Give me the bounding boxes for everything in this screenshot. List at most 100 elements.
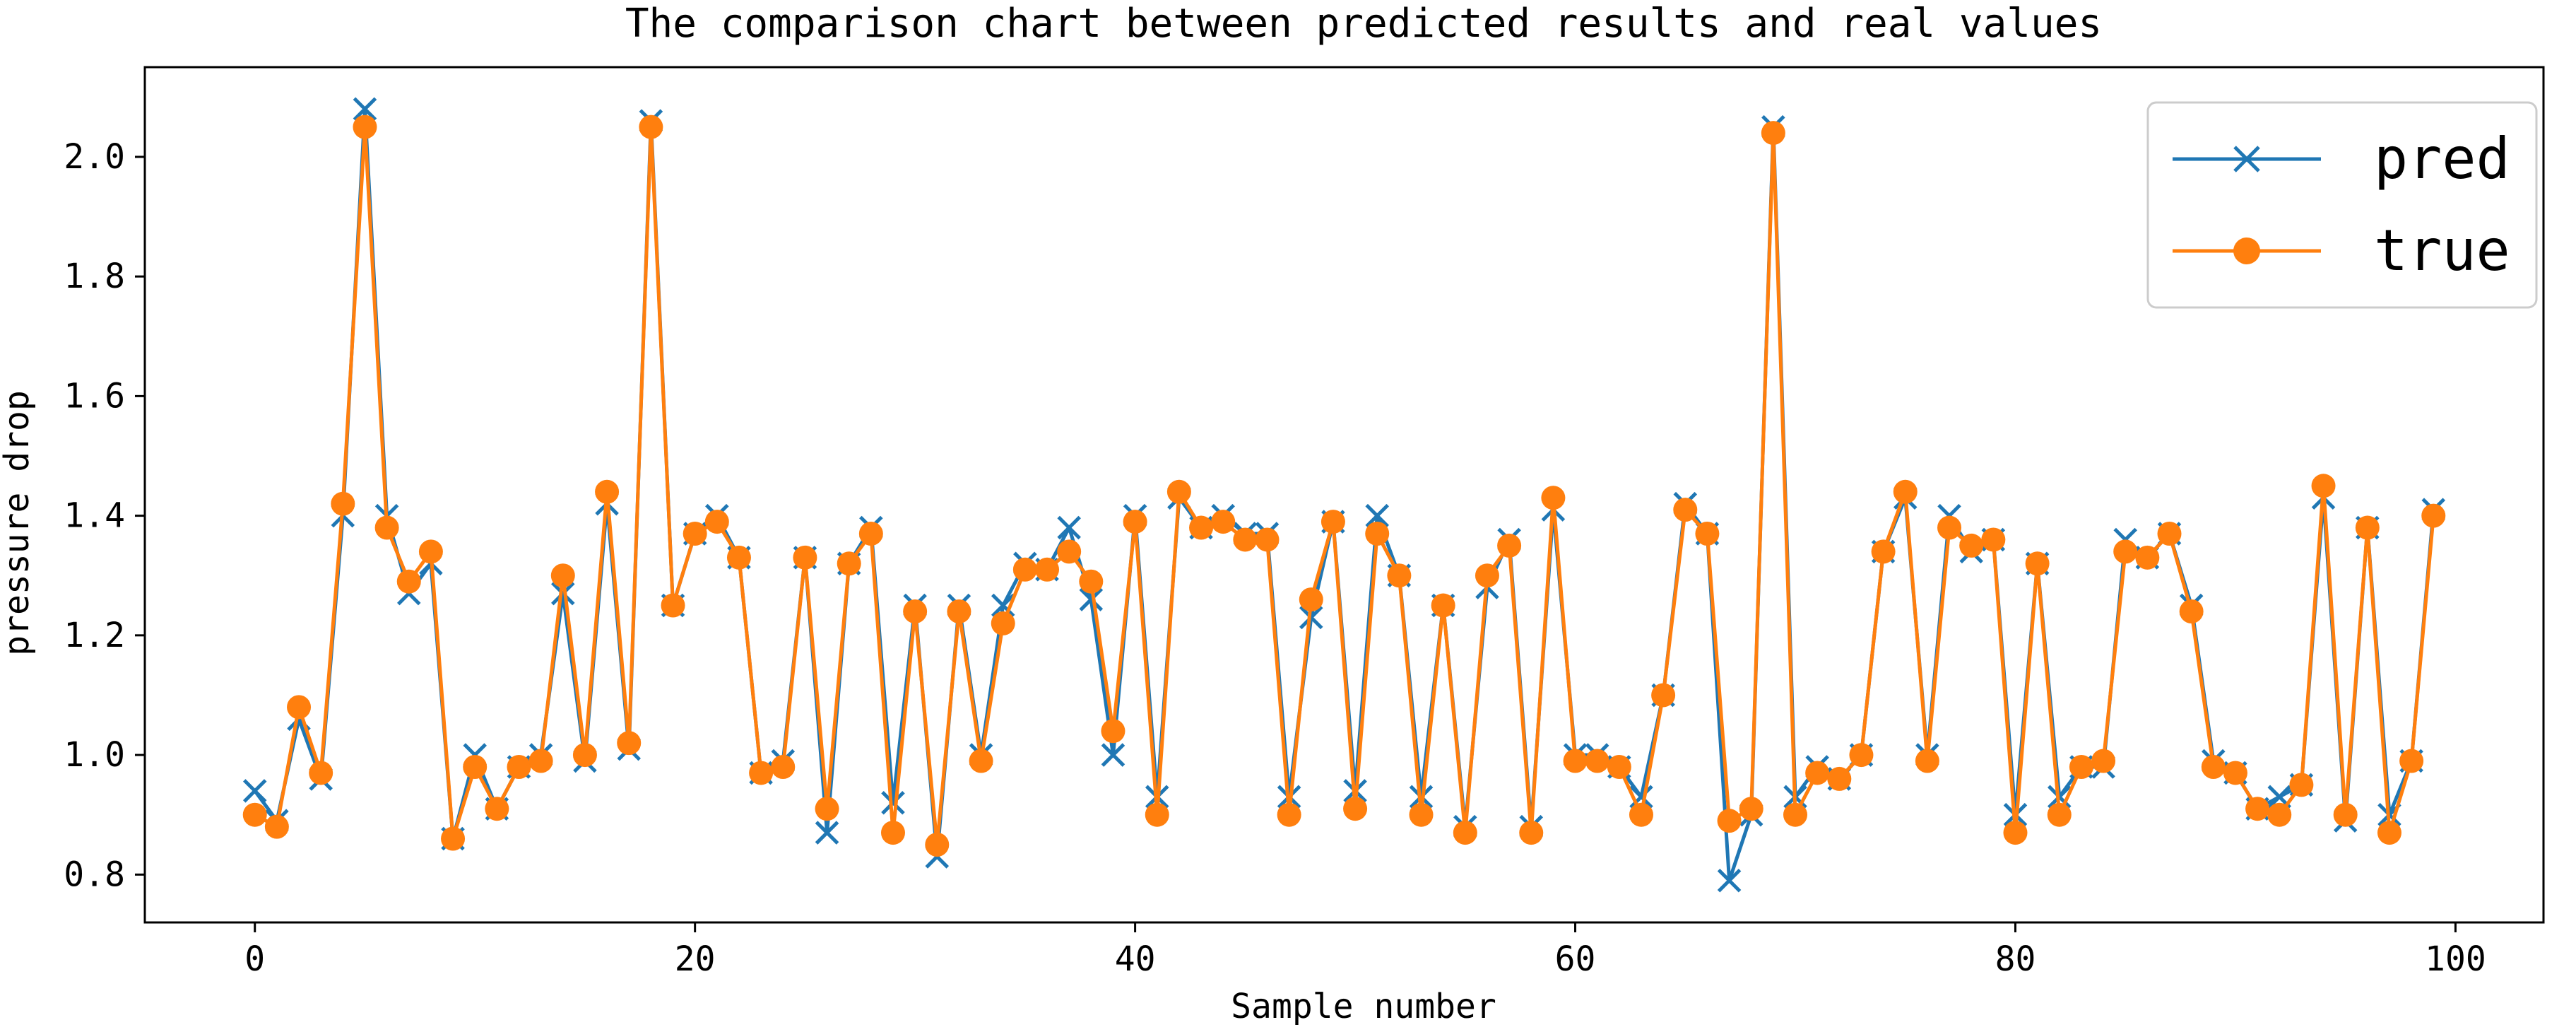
data-point-pred: [242, 779, 267, 803]
data-point-true: [1783, 802, 1808, 827]
data-point-pred: [881, 791, 905, 815]
data-point-true: [1453, 821, 1477, 845]
y-tick-label: 1.0: [64, 735, 125, 775]
data-point-true: [1981, 527, 2006, 552]
data-point-true: [1189, 515, 1214, 540]
data-point-true: [353, 115, 377, 139]
y-axis-label: pressure drop: [0, 390, 37, 656]
data-point-true: [264, 814, 289, 839]
y-tick-label: 0.8: [64, 855, 125, 894]
data-point-true: [2003, 821, 2028, 845]
data-point-true: [572, 743, 597, 768]
y-tick-label: 1.6: [64, 376, 125, 416]
data-point-true: [815, 797, 839, 821]
data-point-pred: [1079, 587, 1104, 611]
data-point-true: [485, 797, 509, 821]
data-point-true: [1937, 515, 1962, 540]
data-point-true: [396, 569, 421, 594]
data-point-true: [1893, 479, 1918, 504]
data-point-true: [1299, 587, 1323, 612]
data-point-true: [1959, 533, 1984, 558]
legend-label-true: true: [2374, 218, 2510, 283]
data-point-true: [1365, 522, 1390, 546]
data-point-true: [925, 833, 950, 857]
data-point-true: [1563, 749, 1588, 773]
data-point-true: [1475, 563, 1499, 588]
data-point-true: [2157, 522, 2182, 546]
legend: pred true: [2146, 101, 2538, 309]
data-point-true: [2179, 599, 2204, 623]
data-point-true: [1057, 539, 1082, 564]
data-point-true: [617, 731, 642, 756]
data-point-true: [1761, 121, 1785, 146]
data-point-true: [903, 599, 928, 623]
data-point-pred: [1365, 503, 1389, 528]
data-point-true: [2333, 802, 2358, 827]
data-point-true: [507, 755, 531, 779]
data-point-true: [2289, 773, 2314, 797]
data-point-true: [1651, 683, 1676, 708]
data-point-true: [2311, 474, 2336, 498]
data-point-true: [2421, 503, 2446, 528]
data-point-true: [1277, 802, 1301, 827]
data-point-true: [683, 522, 707, 546]
data-point-true: [837, 551, 861, 576]
x-tick-label: 100: [2425, 939, 2486, 979]
x-tick-label: 80: [1995, 939, 2036, 979]
data-point-true: [726, 545, 751, 570]
data-point-true: [528, 749, 553, 773]
data-point-true: [550, 563, 575, 588]
data-point-true: [793, 545, 817, 570]
data-point-true: [1035, 557, 1060, 582]
y-tick-label: 2.0: [64, 137, 125, 177]
x-tick-label: 20: [675, 939, 716, 979]
data-point-true: [771, 755, 796, 779]
data-point-true: [1409, 802, 1434, 827]
data-point-pred: [551, 581, 575, 606]
data-point-true: [991, 611, 1015, 635]
data-point-true: [2091, 749, 2116, 773]
data-point-true: [1012, 557, 1037, 582]
data-point-true: [595, 479, 620, 504]
data-point-true: [1629, 802, 1653, 827]
data-point-true: [1211, 510, 1236, 534]
legend-marker-true: [2233, 238, 2260, 264]
data-point-true: [2223, 761, 2247, 785]
data-point-true: [2135, 545, 2160, 570]
data-point-true: [880, 821, 905, 845]
data-point-true: [704, 510, 729, 534]
data-point-true: [1871, 539, 1896, 564]
data-point-true: [2047, 802, 2072, 827]
data-point-true: [1123, 510, 1147, 534]
data-point-true: [969, 749, 993, 773]
data-point-true: [2245, 797, 2270, 821]
data-point-true: [1079, 569, 1104, 594]
data-point-true: [1827, 766, 1852, 791]
data-point-true: [1321, 510, 1345, 534]
x-axis-label: Sample number: [1231, 987, 1496, 1026]
data-point-true: [1915, 749, 1939, 773]
data-point-true: [1585, 749, 1609, 773]
data-point-true: [2355, 515, 2380, 540]
data-point-true: [1805, 761, 1830, 785]
data-point-true: [331, 491, 355, 516]
data-point-true: [1101, 719, 1125, 744]
data-point-true: [1431, 593, 1455, 618]
data-point-true: [1849, 743, 1874, 768]
legend-label-pred: pred: [2374, 126, 2510, 192]
data-point-true: [1541, 486, 1566, 510]
data-point-pred: [1629, 785, 1653, 809]
data-point-pred: [815, 821, 839, 845]
data-point-true: [441, 826, 466, 851]
data-point-true: [2267, 802, 2292, 827]
data-point-true: [1387, 563, 1412, 588]
data-point-true: [2069, 755, 2093, 779]
x-tick-label: 40: [1115, 939, 1156, 979]
data-point-true: [947, 599, 971, 623]
data-point-true: [2377, 821, 2401, 845]
data-point-pred: [353, 97, 377, 121]
data-point-true: [1673, 498, 1698, 522]
data-point-true: [242, 802, 267, 827]
